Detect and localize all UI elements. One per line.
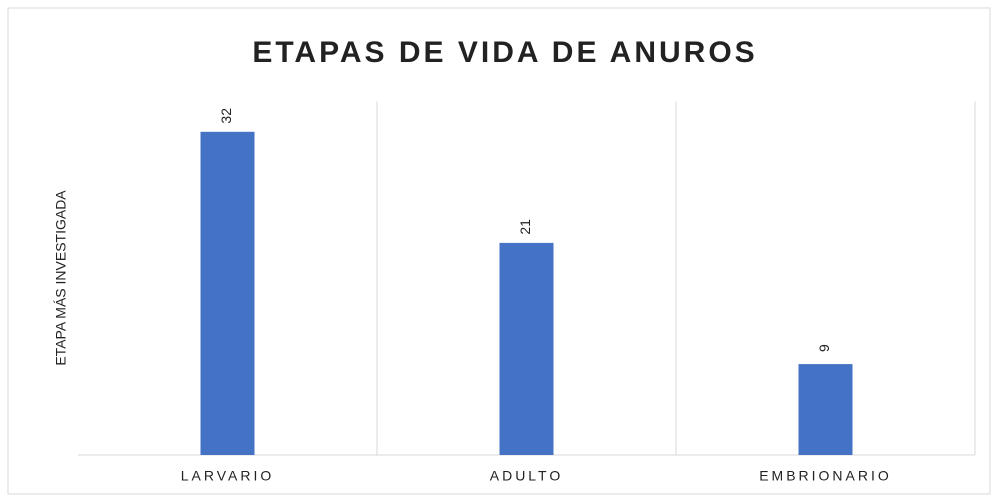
- data-label: 9: [816, 344, 832, 352]
- bar: [798, 364, 853, 455]
- data-label: 32: [218, 108, 234, 124]
- data-label: 21: [517, 219, 533, 235]
- x-tick-label: ADULTO: [490, 468, 564, 484]
- bar: [499, 242, 554, 455]
- bar: [200, 131, 255, 456]
- chart-title: ETAPAS DE VIDA DE ANUROS: [252, 36, 757, 69]
- x-tick-label: EMBRIONARIO: [759, 468, 892, 484]
- x-tick-label: LARVARIO: [181, 468, 275, 484]
- y-axis-label: ETAPA MÁS INVESTIGADA: [53, 190, 69, 366]
